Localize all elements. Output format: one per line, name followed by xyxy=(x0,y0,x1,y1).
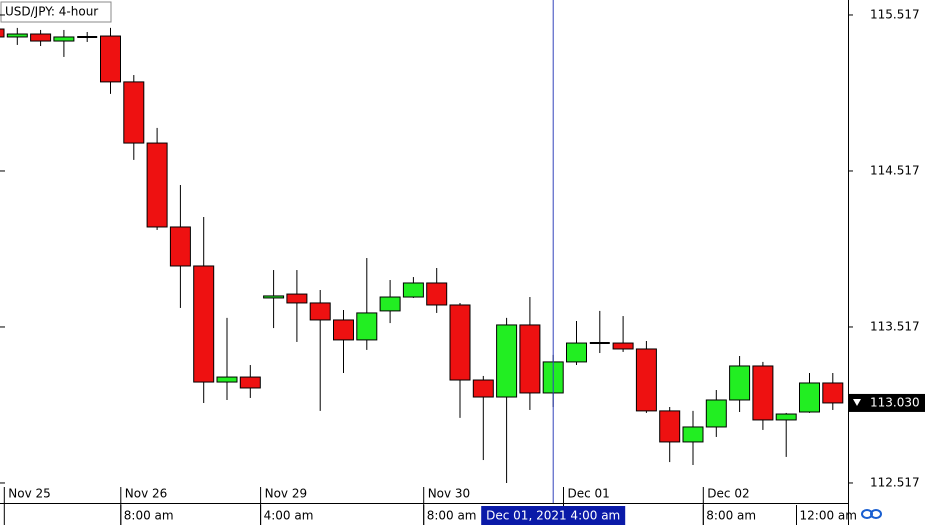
time-label: 8:00 am xyxy=(124,509,174,523)
candle-body xyxy=(239,376,261,389)
date-label: Nov 25 xyxy=(8,487,51,501)
time-label: 8:00 am xyxy=(706,509,756,523)
candle-body xyxy=(496,324,518,398)
candle-body xyxy=(286,293,308,304)
candle-body xyxy=(30,33,52,42)
candle-body xyxy=(519,324,541,394)
candle-body xyxy=(263,295,285,299)
date-label: Nov 30 xyxy=(428,487,471,501)
candle-body xyxy=(356,312,378,341)
candle-body xyxy=(705,399,727,428)
candle-body xyxy=(100,35,121,83)
y-tick-label: 115.517 xyxy=(870,7,920,21)
date-label: Nov 26 xyxy=(125,487,168,501)
y-tick-label: 112.517 xyxy=(870,475,920,489)
candle-body xyxy=(333,319,354,341)
date-label: Nov 29 xyxy=(265,487,308,501)
candle-body xyxy=(216,376,238,383)
time-label: 4:00 am xyxy=(264,509,314,523)
crosshair-label-box xyxy=(481,506,626,525)
time-label: 8:00 am xyxy=(427,509,477,523)
candle-body xyxy=(822,382,844,404)
candle-body xyxy=(729,365,751,401)
candle-body xyxy=(123,81,145,144)
candle-body xyxy=(775,413,797,421)
candle-body xyxy=(612,342,634,350)
candle-body xyxy=(449,304,471,381)
candle-body xyxy=(426,282,448,306)
candle-body xyxy=(6,33,28,38)
candle-body xyxy=(402,282,424,298)
candle-body xyxy=(309,302,331,321)
candle-body xyxy=(193,265,215,383)
candle-body xyxy=(379,296,401,312)
candle-body xyxy=(169,226,191,267)
candle-body xyxy=(472,379,494,398)
candle-body xyxy=(659,410,681,443)
candle-body xyxy=(0,28,5,38)
last-price-box xyxy=(849,393,925,412)
date-label: Dec 02 xyxy=(707,487,749,501)
candle-body xyxy=(566,342,587,363)
crosshair-label: Dec 01, 2021 4:00 am xyxy=(486,509,620,523)
last-price-label: 113.030 xyxy=(870,395,920,409)
chart-title: USD/JPY: 4-hour xyxy=(5,5,98,19)
candle-body xyxy=(146,142,168,228)
candle-body xyxy=(635,348,657,412)
y-tick-label: 113.517 xyxy=(870,319,920,333)
time-label: 12:00 am xyxy=(800,509,857,523)
date-label: Dec 01 xyxy=(568,487,610,501)
candle-body xyxy=(752,365,774,421)
link-icon[interactable] xyxy=(861,509,882,519)
candle-body xyxy=(682,426,704,443)
y-tick-label: 114.517 xyxy=(870,163,920,177)
plot-area xyxy=(0,27,844,483)
last-price-marker xyxy=(853,398,861,406)
title-box xyxy=(0,1,112,23)
candle-body xyxy=(799,382,820,413)
candle-body xyxy=(53,36,75,42)
